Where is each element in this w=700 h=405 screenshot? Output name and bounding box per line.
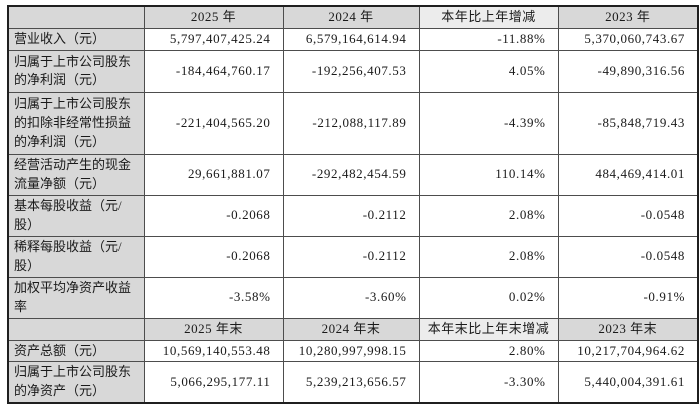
value-cell: 10,569,140,553.48 <box>143 339 284 363</box>
table-header-period-end: 2025 年末 2024 年末 本年末比上年末增减 2023 年末 <box>7 317 699 341</box>
value-cell: -11.88% <box>418 27 559 51</box>
value-cell: 2.80% <box>418 339 559 363</box>
value-cell: -0.2112 <box>282 235 420 278</box>
column-header-yoy-change: 本年比上年增减 <box>418 5 559 29</box>
row-label: 归属于上市公司股东的净利润（元） <box>7 49 145 93</box>
value-cell: 4.05% <box>418 49 559 93</box>
row-label: 归属于上市公司股东的净资产（元） <box>7 361 145 404</box>
value-cell: -3.58% <box>143 276 284 319</box>
value-cell: 5,066,295,177.11 <box>143 361 284 404</box>
value-cell: -4.39% <box>418 91 559 155</box>
value-cell: -49,890,316.56 <box>557 49 699 93</box>
table-row-operating-cash-flow: 经营活动产生的现金流量净额（元） 29,661,881.07 -292,482,… <box>7 153 699 196</box>
value-cell: 0.02% <box>418 276 559 319</box>
value-cell: 6,579,164,614.94 <box>282 27 420 51</box>
value-cell: -184,464,760.17 <box>143 49 284 93</box>
value-cell: 484,469,414.01 <box>557 153 699 196</box>
value-cell: 5,797,407,425.24 <box>143 27 284 51</box>
row-label: 资产总额（元） <box>7 339 145 363</box>
column-header-2023: 2023 年 <box>557 5 699 29</box>
value-cell: -0.2068 <box>143 235 284 278</box>
row-label: 稀释每股收益（元/股） <box>7 235 145 278</box>
table-row-net-assets: 归属于上市公司股东的净资产（元） 5,066,295,177.11 5,239,… <box>7 361 699 404</box>
table-row-revenue: 营业收入（元） 5,797,407,425.24 6,579,164,614.9… <box>7 27 699 51</box>
value-cell: -0.0548 <box>557 235 699 278</box>
value-cell: -3.30% <box>418 361 559 404</box>
column-header-2024-end: 2024 年末 <box>282 317 420 341</box>
table-row-net-profit-excl-nonrecurring: 归属于上市公司股东的扣除非经常性损益的净利润（元） -221,404,565.2… <box>7 91 699 155</box>
corner-cell <box>7 317 145 341</box>
value-cell: 10,217,704,964.62 <box>557 339 699 363</box>
row-label: 加权平均净资产收益率 <box>7 276 145 319</box>
value-cell: 5,370,060,743.67 <box>557 27 699 51</box>
column-header-2023-end: 2023 年末 <box>557 317 699 341</box>
corner-cell <box>7 5 145 29</box>
value-cell: 5,440,004,391.61 <box>557 361 699 404</box>
column-header-2025-end: 2025 年末 <box>143 317 284 341</box>
table-row-basic-eps: 基本每股收益（元/股） -0.2068 -0.2112 2.08% -0.054… <box>7 194 699 237</box>
table-row-weighted-avg-roe: 加权平均净资产收益率 -3.58% -3.60% 0.02% -0.91% <box>7 276 699 319</box>
column-header-yoy-end-change: 本年末比上年末增减 <box>418 317 559 341</box>
value-cell: 2.08% <box>418 194 559 237</box>
value-cell: -0.0548 <box>557 194 699 237</box>
value-cell: -221,404,565.20 <box>143 91 284 155</box>
value-cell: -212,088,117.89 <box>282 91 420 155</box>
value-cell: -292,482,454.59 <box>282 153 420 196</box>
value-cell: -0.2112 <box>282 194 420 237</box>
table-header-period: 2025 年 2024 年 本年比上年增减 2023 年 <box>7 5 699 29</box>
value-cell: 5,239,213,656.57 <box>282 361 420 404</box>
value-cell: -192,256,407.53 <box>282 49 420 93</box>
value-cell: -85,848,719.43 <box>557 91 699 155</box>
value-cell: -0.91% <box>557 276 699 319</box>
value-cell: 110.14% <box>418 153 559 196</box>
column-header-2024: 2024 年 <box>282 5 420 29</box>
row-label: 营业收入（元） <box>7 27 145 51</box>
value-cell: 10,280,997,998.15 <box>282 339 420 363</box>
column-header-2025: 2025 年 <box>143 5 284 29</box>
value-cell: 29,661,881.07 <box>143 153 284 196</box>
row-label: 基本每股收益（元/股） <box>7 194 145 237</box>
table-row-total-assets: 资产总额（元） 10,569,140,553.48 10,280,997,998… <box>7 339 699 363</box>
value-cell: -0.2068 <box>143 194 284 237</box>
table-row-net-profit: 归属于上市公司股东的净利润（元） -184,464,760.17 -192,25… <box>7 49 699 93</box>
table-row-diluted-eps: 稀释每股收益（元/股） -0.2068 -0.2112 2.08% -0.054… <box>7 235 699 278</box>
value-cell: 2.08% <box>418 235 559 278</box>
value-cell: -3.60% <box>282 276 420 319</box>
row-label: 归属于上市公司股东的扣除非经常性损益的净利润（元） <box>7 91 145 155</box>
row-label: 经营活动产生的现金流量净额（元） <box>7 153 145 196</box>
financial-summary-table: 2025 年 2024 年 本年比上年增减 2023 年 营业收入（元） 5,7… <box>7 5 699 405</box>
